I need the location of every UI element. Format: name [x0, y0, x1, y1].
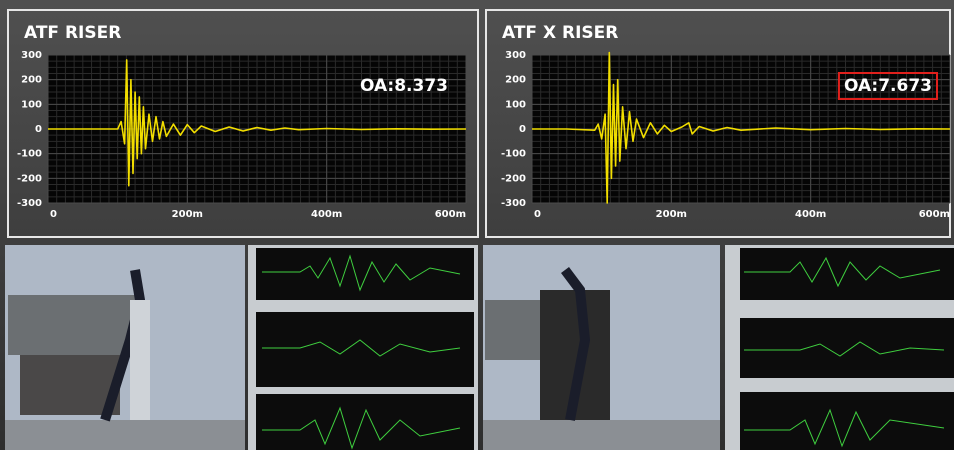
oa-box	[837, 72, 938, 100]
y-tick-label: -200	[17, 173, 42, 184]
y-tick-label: 0	[519, 124, 526, 135]
photo-right	[483, 245, 720, 450]
x-tick-label: 400m	[795, 209, 826, 220]
x-tick-label: 400m	[311, 209, 342, 220]
waveform	[532, 51, 951, 204]
x-tick-label: 0	[534, 209, 541, 220]
x-tick-label: 200m	[172, 209, 203, 220]
y-tick-label: 200	[21, 75, 42, 86]
y-tick-label: -200	[501, 173, 526, 184]
chart-title: ATF RISER	[24, 23, 121, 43]
oa-annotation: OA:7.673	[844, 76, 932, 96]
panel	[7, 9, 479, 238]
x-tick-label: 0	[50, 209, 57, 220]
photo-left	[5, 245, 245, 450]
x-tick-label: 600m	[919, 209, 950, 220]
x-tick-label: 600m	[435, 209, 466, 220]
y-tick-label: 100	[505, 99, 526, 110]
chart-title: ATF X RISER	[502, 23, 618, 43]
waveform	[48, 59, 467, 187]
y-tick-label: 0	[35, 124, 42, 135]
y-tick-label: -300	[501, 198, 526, 209]
y-tick-label: 100	[21, 99, 42, 110]
y-tick-label: -100	[17, 149, 42, 160]
y-tick-label: 300	[21, 50, 42, 61]
y-tick-label: 300	[505, 50, 526, 61]
y-tick-label: -300	[17, 198, 42, 209]
oa-annotation: OA:8.373	[360, 76, 448, 96]
scope-left	[248, 245, 478, 450]
scope-right	[725, 245, 954, 450]
y-tick-label: -100	[501, 149, 526, 160]
y-tick-label: 200	[505, 75, 526, 86]
x-tick-label: 200m	[656, 209, 687, 220]
